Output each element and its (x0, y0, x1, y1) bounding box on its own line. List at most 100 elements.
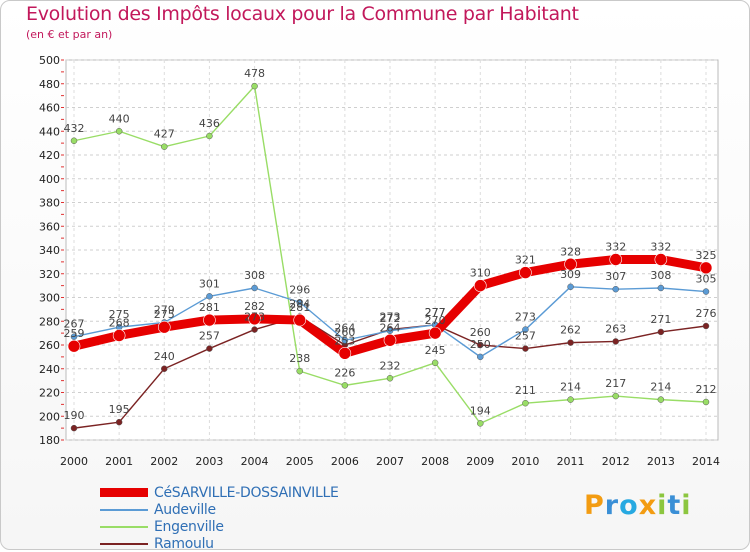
data-point (206, 132, 213, 140)
data-point (157, 320, 171, 334)
legend-item: CéSARVILLE-DOSSAINVILLE (100, 484, 339, 501)
data-point (386, 327, 394, 334)
data-point (206, 345, 213, 352)
x-tick-label: 2007 (376, 455, 404, 468)
y-tick-label: 220 (39, 387, 60, 400)
data-point (702, 398, 710, 406)
data-point (296, 299, 303, 306)
data-label: 257 (515, 330, 536, 343)
y-tick-label: 460 (39, 102, 60, 115)
y-tick-label: 320 (39, 268, 60, 281)
logo-letter: t (667, 490, 682, 521)
y-tick-label: 420 (39, 149, 60, 162)
chart-legend: CéSARVILLE-DOSSAINVILLE Audeville Engenvil… (100, 484, 339, 552)
data-point (477, 420, 484, 427)
logo-letter: x (638, 490, 658, 521)
data-point (293, 313, 307, 327)
data-label: 281 (199, 301, 220, 314)
x-tick-label: 2013 (647, 455, 675, 468)
data-label: 309 (560, 268, 581, 281)
data-point (609, 253, 623, 266)
data-label: 217 (605, 377, 626, 390)
legend-label: Audeville (154, 501, 216, 518)
data-label: 308 (244, 269, 265, 282)
data-point (567, 396, 574, 403)
legend-item: Engenville (100, 518, 339, 535)
data-label: 305 (696, 273, 717, 286)
data-label: 332 (650, 241, 671, 254)
x-tick-label: 2014 (692, 455, 720, 468)
data-point (251, 82, 258, 90)
data-point (477, 341, 484, 349)
data-point (473, 279, 487, 292)
data-point (251, 326, 258, 333)
data-point (564, 257, 577, 271)
data-label: 214 (650, 381, 671, 394)
data-point (112, 329, 126, 342)
data-label: 250 (470, 338, 491, 351)
data-label: 332 (605, 241, 626, 254)
data-point (519, 266, 532, 279)
legend-item: Ramoulu (100, 535, 339, 552)
y-tick-label: 340 (39, 244, 60, 257)
data-label: 214 (560, 381, 581, 394)
data-label: 275 (154, 308, 175, 321)
data-point (161, 365, 168, 372)
data-label: 257 (199, 330, 220, 343)
data-label: 211 (515, 384, 536, 397)
data-label: 245 (425, 344, 446, 357)
y-tick-label: 260 (39, 339, 60, 352)
y-tick-label: 200 (39, 410, 60, 423)
data-point (657, 396, 665, 403)
legend-label: Ramoulu (154, 535, 214, 552)
legend-swatch (100, 542, 148, 545)
legend-swatch (100, 508, 148, 511)
legend-label: Engenville (154, 518, 224, 535)
x-tick-label: 2011 (557, 455, 585, 468)
logo-letter: i (681, 490, 692, 521)
x-tick-label: 2009 (466, 455, 494, 468)
x-tick-label: 2006 (331, 455, 359, 468)
data-label: 259 (64, 327, 85, 340)
legend-item: Audeville (100, 501, 339, 518)
data-label: 262 (560, 324, 581, 337)
data-label: 273 (515, 311, 536, 324)
data-point (654, 253, 668, 266)
data-label: 284 (289, 298, 310, 311)
data-label: 240 (154, 350, 175, 363)
data-point (341, 337, 349, 344)
data-label: 270 (425, 314, 446, 327)
data-label: 273 (244, 311, 265, 324)
data-point (115, 418, 123, 426)
legend-label: CéSARVILLE-DOSSAINVILLE (154, 484, 339, 501)
data-label: 440 (109, 112, 130, 125)
data-label: 263 (605, 322, 626, 335)
logo-letter: P (584, 490, 605, 521)
data-label: 277 (425, 306, 446, 319)
logo-letter: i (657, 490, 668, 521)
data-label: 190 (64, 409, 85, 422)
data-point (567, 339, 574, 346)
data-label: 307 (605, 270, 626, 283)
data-label: 195 (109, 403, 130, 416)
data-label: 308 (650, 269, 671, 282)
data-point (383, 333, 397, 347)
data-label: 328 (560, 245, 581, 258)
data-point (522, 326, 529, 333)
y-tick-label: 380 (39, 197, 60, 210)
legend-swatch (100, 525, 148, 528)
x-tick-label: 2010 (511, 455, 539, 468)
data-point (567, 283, 574, 291)
data-point (341, 382, 349, 389)
data-label: 272 (380, 312, 401, 325)
data-label: 238 (289, 352, 310, 365)
x-tick-label: 2008 (421, 455, 449, 468)
data-point (206, 293, 213, 300)
y-tick-label: 180 (39, 434, 60, 447)
data-point (70, 333, 78, 340)
x-tick-label: 2002 (150, 455, 178, 468)
y-tick-label: 360 (39, 220, 60, 233)
data-label: 296 (289, 283, 310, 296)
data-label: 325 (696, 249, 717, 262)
